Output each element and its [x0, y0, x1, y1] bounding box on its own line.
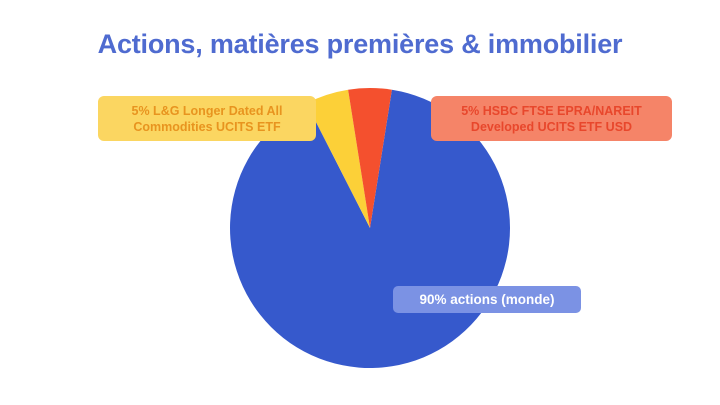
pie-slice-commodities[interactable] — [306, 89, 370, 228]
callout-reit[interactable]: 5% HSBC FTSE EPRA/NAREIT Developed UCITS… — [431, 96, 672, 141]
callout-actions-monde[interactable]: 90% actions (monde) — [393, 286, 581, 313]
page-title: Actions, matières premières & immobilier — [97, 29, 623, 59]
callout-commodities-label: 5% L&G Longer Dated All Commodities UCIT… — [131, 103, 283, 134]
callout-reit-label: 5% HSBC FTSE EPRA/NAREIT Developed UCITS… — [461, 103, 642, 134]
callout-commodities[interactable]: 5% L&G Longer Dated All Commodities UCIT… — [98, 96, 316, 141]
callout-actions-monde-label: 90% actions (monde) — [419, 291, 555, 307]
pie-slice-reit[interactable] — [348, 87, 392, 229]
